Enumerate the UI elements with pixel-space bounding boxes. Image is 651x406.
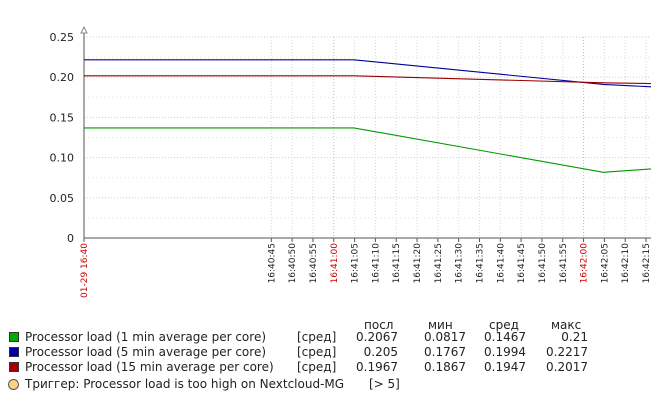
x-tick-label: 16:41:15 (392, 243, 402, 283)
chart-series (84, 60, 651, 173)
y-tick-label: 0.25 (50, 31, 75, 44)
x-tick-label: 16:42:15 (642, 243, 651, 283)
y-tick-label: 0 (67, 232, 74, 245)
x-tick-label: 16:40:55 (309, 243, 319, 283)
x-tick-label: 16:41:05 (351, 243, 361, 283)
x-tick-label: 16:41:55 (559, 243, 569, 283)
x-tick-label: 16:40:50 (288, 243, 298, 284)
x-tick-label: 16:42:00 (580, 243, 590, 284)
x-tick-label: 16:41:10 (371, 243, 381, 284)
x-tick-label: 16:41:20 (413, 243, 423, 284)
x-tick-label: 16:41:25 (434, 243, 444, 283)
y-axis-arrow-icon (81, 27, 87, 33)
y-tick-label: 0.10 (50, 152, 75, 165)
x-tick-label: 01-29 16:40 (80, 243, 90, 298)
y-tick-labels: 0 0.05 0.10 0.15 0.20 0.25 (50, 31, 75, 245)
x-tick-label: 16:41:35 (475, 243, 485, 283)
x-tick-label: 16:41:30 (455, 243, 465, 284)
x-tick-label: 16:41:00 (330, 243, 340, 284)
x-tick-label: 16:41:45 (517, 243, 527, 283)
x-tick-label: 16:41:50 (538, 243, 548, 284)
x-tick-label: 16:40:45 (267, 243, 277, 283)
y-tick-label: 0.15 (50, 111, 75, 124)
x-tick-label: 16:42:05 (600, 243, 610, 283)
y-tick-label: 0.05 (50, 192, 75, 205)
series-line (84, 60, 651, 87)
grid-lines (84, 37, 651, 238)
series-line (84, 128, 651, 172)
x-tick-labels: 01-29 16:40 16:40:45 16:40:50 16:40:55 16:41… (80, 243, 651, 298)
x-tick-label: 16:42:10 (621, 243, 631, 284)
series-line (84, 76, 651, 84)
x-tick-label: 16:41:40 (496, 243, 506, 284)
y-tick-label: 0.20 (50, 71, 75, 84)
